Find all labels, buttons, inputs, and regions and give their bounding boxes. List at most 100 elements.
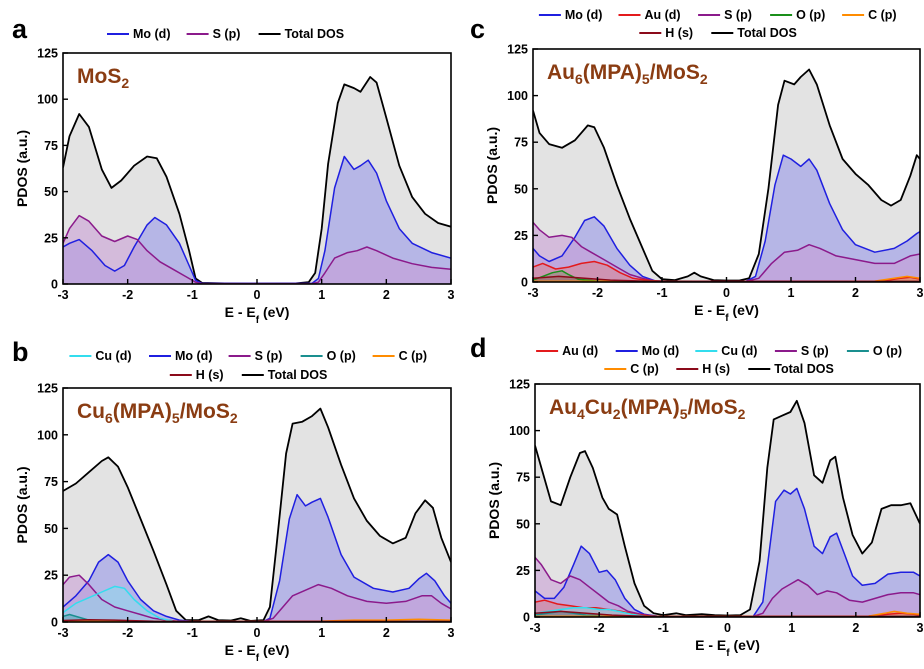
y-tick-label: 75: [44, 139, 58, 153]
panel-a: -3 -2 -1 0 1 2 3 0 25 50 75 100 125 E - Ef (eV) PDOS (…: [12, 14, 455, 326]
legend-item: Total DOS: [711, 26, 797, 40]
series-fill-au-d-: [533, 261, 920, 282]
legend-item: Total DOS: [748, 362, 834, 376]
x-tick-label: 0: [724, 621, 731, 635]
x-axis-label: E - Ef (eV): [225, 304, 290, 326]
x-tick-label: -2: [594, 621, 605, 635]
x-tick-label: 3: [917, 286, 924, 300]
x-tick-label: -3: [57, 626, 68, 640]
series-fill-s-p-: [63, 575, 451, 622]
legend-label: Mo (d): [133, 27, 170, 41]
legend-item: S (p): [186, 27, 241, 41]
x-tick-label: -3: [529, 621, 540, 635]
x-tick-label: -1: [187, 288, 198, 302]
legend-item: Total DOS: [258, 27, 345, 41]
legend-label: Au (d): [645, 8, 681, 22]
y-tick-label: 100: [37, 428, 58, 442]
y-tick-label: 100: [37, 93, 58, 107]
y-tick-label: 25: [514, 229, 528, 243]
legend-item: O (p): [846, 344, 902, 358]
legend-label: Cu (d): [95, 349, 131, 363]
x-tick-label: -3: [527, 286, 538, 300]
series-fill-total-dos: [535, 400, 920, 617]
y-tick-label: 100: [507, 89, 528, 103]
legend-item: Cu (d): [69, 349, 132, 363]
x-tick-label: 0: [254, 288, 261, 302]
y-tick-label: 0: [51, 616, 58, 630]
plot-area: [535, 399, 920, 617]
legend: Mo (d) Au (d) S (p) O (p) C (p) H (s) Total DO…: [538, 8, 897, 40]
legend-item: H (s): [639, 26, 693, 40]
series-fill-mo-d-: [63, 494, 451, 622]
legend-label: S (p): [801, 344, 829, 358]
y-tick-label: 25: [44, 569, 58, 583]
y-axis-label: PDOS (a.u.): [14, 466, 30, 543]
panel-d: -3 -2 -1 0 1 2 3 0 25 50 75 100 125 E - Ef (eV) PDOS (…: [470, 333, 924, 659]
legend-label: C (p): [868, 8, 896, 22]
legend: Cu (d) Mo (d) S (p) O (p) C (p) H (s) Total DO…: [69, 349, 427, 382]
legend-label: Total DOS: [268, 368, 328, 382]
x-tick-label: -1: [187, 626, 198, 640]
x-tick-label: 0: [723, 286, 730, 300]
series-line-s-p-: [535, 556, 920, 617]
legend-item: C (p): [604, 362, 659, 376]
y-tick-label: 50: [44, 522, 58, 536]
x-axis-label: E - Ef (eV): [694, 302, 759, 324]
series-line-s-p-: [63, 214, 451, 284]
y-tick-label: 75: [514, 136, 528, 150]
y-tick-label: 75: [516, 471, 530, 485]
y-axis-label: PDOS (a.u.): [484, 127, 500, 204]
x-tick-label: -3: [57, 288, 68, 302]
series-line-total-dos: [63, 407, 451, 622]
legend-label: S (p): [213, 27, 241, 41]
panel-title: Au6(MPA)5/MoS2: [547, 61, 708, 87]
legend-label: H (s): [196, 368, 224, 382]
x-axis-label: E - Ef (eV): [225, 642, 290, 664]
series-fill-s-p-: [63, 215, 451, 284]
x-axis-label: E - Ef (eV): [695, 637, 760, 659]
x-tick-label: 3: [448, 288, 455, 302]
y-tick-label: 125: [37, 47, 58, 61]
legend-item: S (p): [774, 344, 829, 358]
y-tick-label: 50: [44, 185, 58, 199]
y-tick-label: 25: [516, 564, 530, 578]
x-tick-label: -1: [656, 286, 667, 300]
legend: Mo (d) S (p) Total DOS: [107, 27, 344, 41]
plot-area: [63, 76, 451, 284]
legend-label: Mo (d): [565, 8, 602, 22]
legend-label: Cu (d): [721, 344, 757, 358]
y-tick-label: 100: [509, 424, 530, 438]
legend-label: C (p): [399, 349, 427, 363]
panel-letter: b: [12, 337, 29, 367]
x-tick-label: 1: [788, 286, 795, 300]
legend-label: O (p): [327, 349, 356, 363]
x-tick-label: 0: [254, 626, 261, 640]
series-line-mo-d-: [63, 493, 451, 622]
panel-title: MoS2: [77, 65, 129, 91]
series-fill-mo-d-: [535, 488, 920, 617]
legend-item: O (p): [770, 8, 825, 22]
legend-label: Total DOS: [285, 27, 345, 41]
x-tick-label: 2: [852, 286, 859, 300]
y-tick-label: 125: [509, 378, 530, 392]
x-tick-label: -2: [122, 626, 133, 640]
legend-item: Cu (d): [695, 344, 757, 358]
series-line-s-p-: [63, 574, 451, 622]
legend-label: O (p): [796, 8, 825, 22]
legend-item: S (p): [228, 349, 282, 363]
legend-label: S (p): [724, 8, 752, 22]
y-tick-label: 0: [521, 276, 528, 290]
x-tick-label: 1: [318, 626, 325, 640]
series-line-mo-d-: [535, 487, 920, 617]
series-line-mo-d-: [533, 154, 920, 282]
panel-c: -3 -2 -1 0 1 2 3 0 25 50 75 100 125 E - Ef (eV) PDOS (…: [470, 8, 924, 324]
legend-label: Au (d): [562, 344, 598, 358]
legend-item: Au (d): [536, 344, 598, 358]
x-tick-label: -1: [658, 621, 669, 635]
x-tick-label: -2: [592, 286, 603, 300]
y-tick-label: 50: [514, 182, 528, 196]
x-tick-label: 3: [448, 626, 455, 640]
legend-item: Mo (d): [149, 349, 212, 363]
y-tick-label: 125: [37, 382, 58, 396]
y-tick-label: 25: [44, 231, 58, 245]
